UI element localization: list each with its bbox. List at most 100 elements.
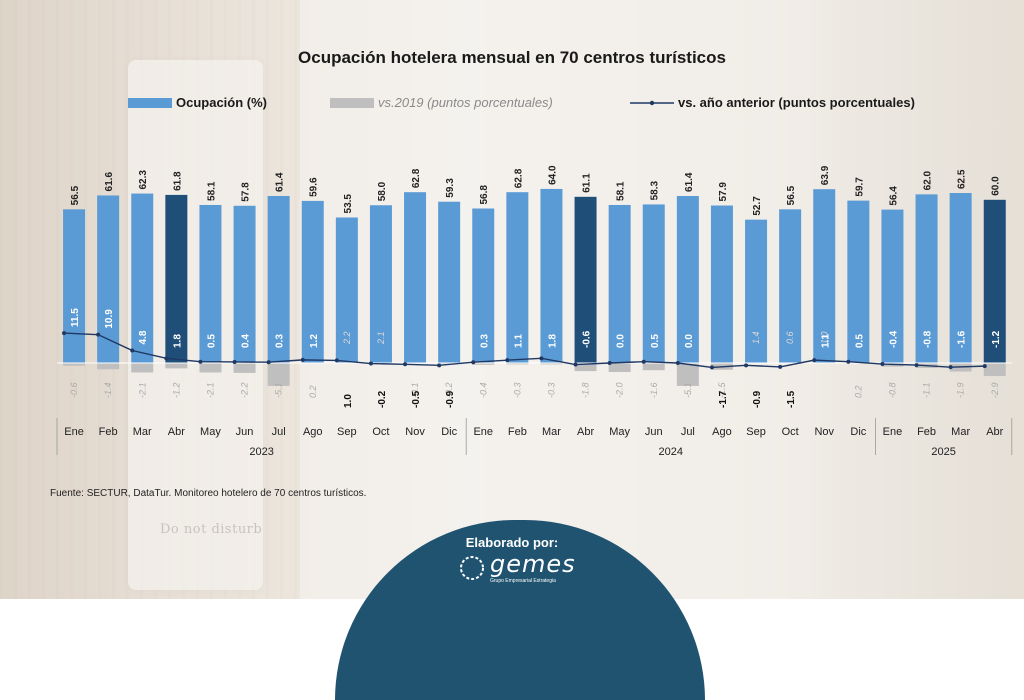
vs-prev-label: 0.0: [684, 334, 695, 348]
occupancy-label: 60.0: [991, 176, 1002, 196]
occupancy-label: 59.6: [309, 177, 320, 197]
occupancy-label: 56.5: [70, 185, 81, 205]
x-tick-label: Mar: [542, 426, 561, 438]
vs2019-label: -0.3: [546, 382, 556, 398]
x-tick-label: Jul: [681, 426, 695, 438]
vs2019-label: -5.1: [683, 382, 693, 398]
vs-prev-point: [880, 362, 884, 366]
vs-prev-label: 1.8: [547, 334, 558, 348]
x-tick-label: Mar: [951, 426, 970, 438]
vs-prev-label: -1.2: [991, 330, 1002, 348]
vs2019-label: 1.4: [751, 331, 761, 344]
x-tick-label: Ene: [64, 426, 84, 438]
occupancy-label: 53.5: [343, 194, 354, 214]
vs2019-label: 0.2: [308, 385, 318, 398]
vs-prev-point: [642, 360, 646, 364]
x-tick-label: Oct: [372, 426, 389, 438]
vs-prev-point: [267, 360, 271, 364]
vs-prev-point: [949, 365, 953, 369]
occupancy-label: 61.6: [104, 172, 115, 192]
vs2019-bar: [165, 363, 187, 368]
vs-prev-label: 1.8: [172, 334, 183, 348]
x-tick-label: Jun: [645, 426, 663, 438]
brand-subtitle: Grupo Empresarial Estrategia: [490, 578, 556, 584]
vs-prev-label: 0.5: [854, 334, 865, 348]
vs-prev-point: [608, 361, 612, 365]
vs-prev-label: 0.3: [275, 334, 286, 348]
x-tick-label: May: [200, 426, 221, 438]
x-tick-label: Dic: [441, 426, 457, 438]
vs-prev-point: [574, 363, 578, 367]
occupancy-label: 62.8: [411, 168, 422, 188]
vs2019-bar: [234, 363, 256, 373]
occupancy-label: 59.7: [854, 177, 865, 197]
vs2019-label: -2.9: [990, 382, 1000, 398]
x-tick-label: Ago: [303, 426, 323, 438]
vs-prev-point: [471, 360, 475, 364]
vs-prev-label: -1.6: [957, 330, 968, 348]
vs-prev-point: [335, 358, 339, 362]
vs2019-label: -1.4: [103, 382, 113, 398]
vs-prev-label: -0.9: [445, 390, 456, 408]
vs-prev-point: [539, 356, 543, 360]
x-tick-label: Oct: [782, 426, 799, 438]
vs-prev-point: [62, 331, 66, 335]
vs2019-label: -0.8: [887, 382, 897, 398]
vs-prev-label: 1.0: [343, 394, 354, 408]
vs-prev-label: -0.8: [923, 330, 934, 348]
x-tick-label: Sep: [337, 426, 357, 438]
vs2019-label: -1.8: [581, 382, 591, 398]
x-tick-label: Mar: [133, 426, 152, 438]
occupancy-label: 61.1: [582, 173, 593, 193]
vs2019-label: -1.1: [922, 382, 932, 398]
vs-prev-point: [505, 358, 509, 362]
vs2019-label: -2.2: [240, 382, 250, 398]
vs-prev-label: 0.0: [616, 334, 627, 348]
x-tick-label: Ago: [712, 426, 732, 438]
x-tick-label: Abr: [577, 426, 594, 438]
x-tick-label: Nov: [814, 426, 834, 438]
vs-prev-label: 0.4: [241, 334, 252, 348]
vs-prev-point: [983, 364, 987, 368]
occupancy-label: 56.4: [888, 186, 899, 206]
x-tick-label: Feb: [99, 426, 118, 438]
vs-prev-label: 10.9: [104, 309, 115, 329]
vs-prev-point: [233, 360, 237, 364]
vs-prev-point: [198, 360, 202, 364]
occupancy-label: 64.0: [547, 165, 558, 185]
vs-prev-label: -1.5: [786, 390, 797, 408]
occupancy-label: 61.4: [275, 172, 286, 192]
vs-prev-point: [96, 333, 100, 337]
year-label: 2024: [659, 446, 683, 458]
vs2019-label: -0.4: [478, 382, 488, 398]
vs-prev-point: [778, 365, 782, 369]
vs-prev-label: -0.5: [411, 390, 422, 408]
vs-prev-label: -0.2: [377, 390, 388, 408]
vs-prev-point: [437, 363, 441, 367]
year-label: 2023: [249, 446, 273, 458]
vs-prev-label: 1.1: [820, 334, 831, 348]
vs2019-label: -0.3: [512, 382, 522, 398]
vs2019-bar: [97, 363, 119, 369]
vs2019-label: 2.2: [342, 331, 352, 345]
vs-prev-point: [744, 363, 748, 367]
year-label: 2025: [931, 446, 955, 458]
vs2019-label: -1.2: [171, 382, 181, 398]
occupancy-bar: [63, 209, 85, 363]
footer-elaborated-label: Elaborado por:: [0, 535, 1024, 550]
vs2019-label: -0.6: [69, 382, 79, 398]
source-note: Fuente: SECTUR, DataTur. Monitoreo hotel…: [50, 488, 366, 499]
occupancy-label: 56.5: [786, 185, 797, 205]
occupancy-label: 58.0: [377, 181, 388, 201]
x-tick-label: Jun: [236, 426, 254, 438]
occupancy-label: 58.1: [616, 181, 627, 201]
vs-prev-point: [812, 358, 816, 362]
x-tick-label: May: [609, 426, 630, 438]
vs2019-bar: [643, 363, 665, 370]
vs-prev-point: [915, 363, 919, 367]
vs2019-label: -2.0: [615, 382, 625, 398]
occupancy-label: 57.9: [718, 182, 729, 202]
x-tick-label: Ene: [473, 426, 493, 438]
vs-prev-label: -0.4: [888, 330, 899, 348]
vs-prev-point: [369, 362, 373, 366]
